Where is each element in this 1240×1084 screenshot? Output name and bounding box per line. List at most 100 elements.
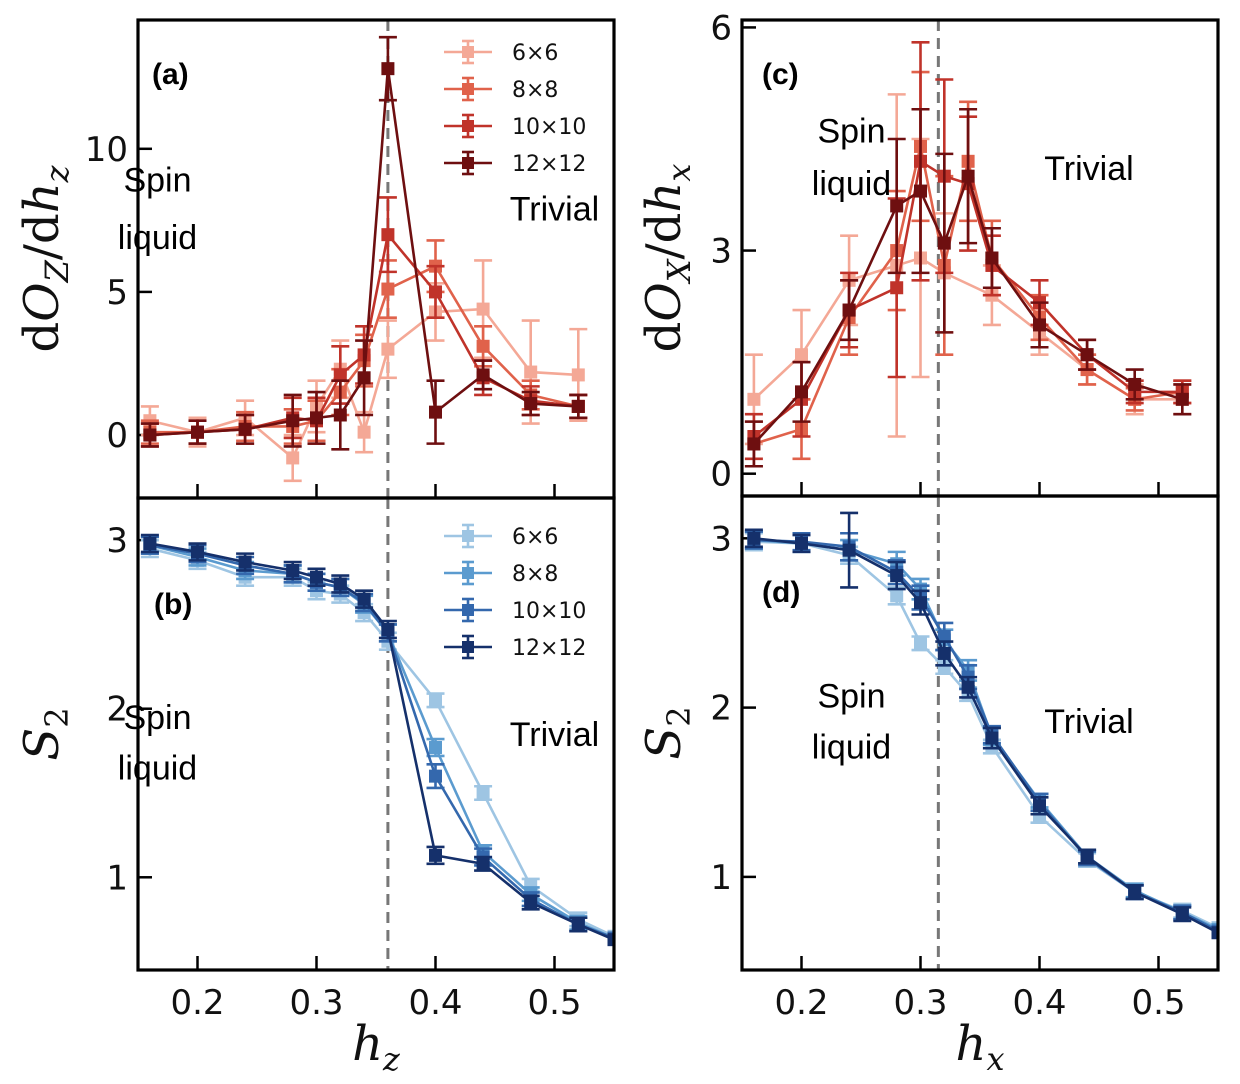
y-axis-label-part: S xyxy=(636,727,692,760)
data-point xyxy=(1080,850,1094,864)
data-point xyxy=(937,236,951,250)
region-label: liquid xyxy=(812,728,891,766)
data-point xyxy=(524,365,538,379)
data-point xyxy=(429,693,442,707)
data-point xyxy=(476,339,490,353)
data-point xyxy=(524,896,538,910)
region-label: liquid xyxy=(118,219,197,257)
data-point xyxy=(747,531,761,545)
x-tick-label: 0.3 xyxy=(289,983,343,1023)
data-point xyxy=(381,282,395,296)
data-point xyxy=(1033,799,1046,813)
legend-label: 10×10 xyxy=(512,599,586,624)
x-axis-label-sub: z xyxy=(382,1040,401,1078)
legend: 6×6 8×8 10×10 12×12 xyxy=(444,523,586,661)
data-point xyxy=(890,199,904,213)
data-point xyxy=(238,422,252,436)
axes-frame xyxy=(136,496,616,972)
data-point xyxy=(937,646,951,660)
y-tick-label: 0 xyxy=(106,416,128,456)
data-point xyxy=(1175,392,1189,406)
region-label: Trivial xyxy=(1044,703,1133,741)
data-point xyxy=(1175,907,1189,921)
data-point xyxy=(357,371,371,385)
legend-label: 6×6 xyxy=(512,41,558,66)
data-point xyxy=(429,285,442,299)
data-point xyxy=(143,537,157,551)
y-axis-label-part: X xyxy=(660,258,698,285)
y-tick-label: 1 xyxy=(710,858,732,898)
region-label: liquid xyxy=(812,165,891,203)
y-tick-label: 6 xyxy=(710,8,732,48)
region-label: Spin xyxy=(817,113,885,151)
data-point xyxy=(961,680,975,694)
y-axis-label-part: 2 xyxy=(38,707,76,727)
data-point xyxy=(476,857,490,871)
data-point xyxy=(937,660,951,674)
data-point xyxy=(795,536,808,550)
data-point xyxy=(333,408,347,422)
region-label: Trivial xyxy=(1044,150,1133,188)
data-point xyxy=(985,251,999,265)
panel-label: (c) xyxy=(762,58,799,91)
region-label: Trivial xyxy=(510,190,599,228)
y-axis-label-part: /d xyxy=(636,213,692,260)
x-axis-label: hx xyxy=(956,1016,1005,1078)
y-axis-label: S2 xyxy=(636,706,698,759)
x-tick-label: 0.2 xyxy=(170,983,224,1023)
data-point xyxy=(381,228,395,242)
legend-label: 12×12 xyxy=(512,152,586,177)
data-point xyxy=(357,592,371,606)
data-point xyxy=(524,397,538,411)
x-tick-label: 0.4 xyxy=(1012,983,1066,1023)
data-point xyxy=(286,451,300,465)
y-axis-label-part: O xyxy=(636,282,692,321)
panel-label: (d) xyxy=(762,576,800,609)
data-point xyxy=(286,563,300,577)
series-line-12×12 xyxy=(752,171,1183,445)
y-tick-label: 10 xyxy=(85,130,128,170)
data-point xyxy=(795,385,808,399)
series-group xyxy=(744,41,1192,468)
y-axis-label-part: d xyxy=(14,322,70,353)
x-tick-label: 0.5 xyxy=(1131,983,1185,1023)
series-line-8×8 xyxy=(149,264,579,434)
data-point xyxy=(842,303,856,317)
y-tick-label: 5 xyxy=(106,273,128,313)
legend-label: 12×12 xyxy=(512,636,586,661)
y-tick-label: 3 xyxy=(710,519,732,559)
data-point xyxy=(795,348,808,362)
y-tick-label: 3 xyxy=(106,521,128,561)
region-label: Spin xyxy=(123,162,191,200)
panel-d: 0.2 0.3 0.4 0.5 1 2 3 (d) Spin liquid Trivial S2 hx xyxy=(636,494,1220,1078)
data-point xyxy=(429,769,442,783)
data-point xyxy=(571,917,585,931)
region-label: Spin xyxy=(123,699,191,737)
legend-marker xyxy=(462,46,474,58)
y-axis-label-part: O xyxy=(14,282,70,321)
series-group xyxy=(140,35,588,483)
y-axis-label-part: z xyxy=(38,164,76,183)
panel-label: (a) xyxy=(152,58,189,91)
data-point xyxy=(191,425,204,439)
region-label: Spin xyxy=(817,678,885,716)
y-axis-label-part: h xyxy=(14,182,70,213)
data-point xyxy=(1033,318,1046,332)
y-axis-label: dOX/dhx xyxy=(636,164,698,353)
data-point xyxy=(429,848,442,862)
legend-label: 6×6 xyxy=(512,525,558,550)
data-point xyxy=(1080,348,1094,362)
data-point xyxy=(381,622,395,636)
data-point xyxy=(937,630,951,644)
data-point xyxy=(191,545,204,559)
legend: 6×6 8×8 10×10 12×12 xyxy=(444,39,586,177)
data-point xyxy=(571,399,585,413)
y-tick-label: 0 xyxy=(710,455,732,495)
axes-frame xyxy=(740,494,1220,972)
panel-a: 0 5 10 (a) Spin liquid Trivial 6×6 8×8 10×10 12×12… xyxy=(14,18,616,500)
data-point xyxy=(571,368,585,382)
y-axis-label-part: /d xyxy=(14,213,70,260)
data-point xyxy=(286,414,300,428)
data-point xyxy=(747,392,761,406)
data-point xyxy=(333,577,347,591)
